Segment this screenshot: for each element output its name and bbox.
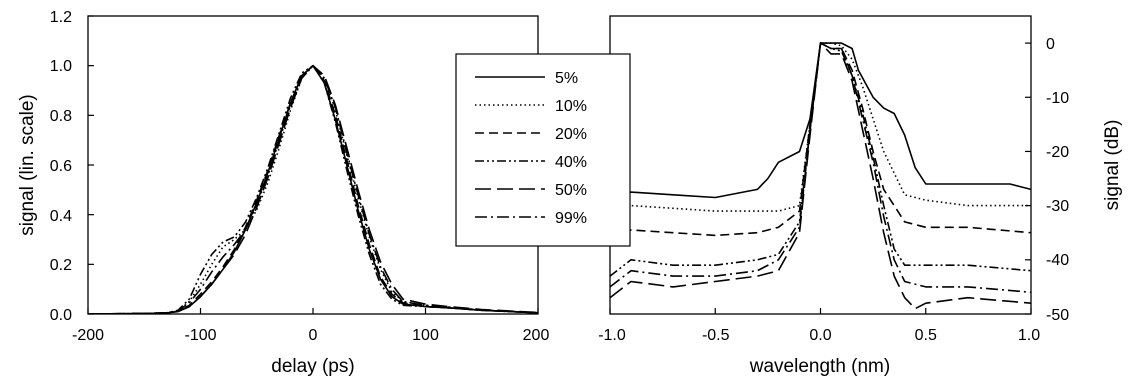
series-line-left-5 [88,64,538,314]
left-y-tick-label: 0.8 [50,108,72,125]
right-panel: -1.0 -0.5 0.0 0.5 1.0 0 -10 -20 -30 -40 … [598,15,1123,377]
left-x-tick-label: 0 [309,327,318,344]
left-y-tick-label: 1.2 [50,9,72,26]
right-y-axis-label: signal (dB) [1102,120,1123,211]
left-x-tick-label: -200 [72,327,104,344]
left-y-ticks: 0.0 0.2 0.4 0.6 0.8 1.0 1.2 [50,9,72,324]
left-x-tick-label: 200 [523,327,550,344]
right-x-tick-label: 0.5 [915,327,937,344]
left-y-axis-label: signal (lin. scale) [17,94,38,236]
left-y-tick-label: 0.0 [50,307,72,324]
legend-box [455,53,631,247]
right-plot-frame [609,15,1032,315]
series-line-right-1 [610,42,1031,201]
right-series-group [609,42,1032,315]
right-y-tick-label: -20 [1046,144,1069,161]
left-x-tick-label: 100 [412,327,439,344]
right-x-tick-label: 0.0 [809,327,831,344]
right-y-tick-label: 0 [1046,36,1055,53]
left-y-tick-label: 0.4 [50,208,72,225]
left-series-group [87,15,539,315]
left-y-tick-label: 0.6 [50,158,72,175]
right-y-tick-label: -50 [1046,307,1069,324]
series-line-right-2 [610,42,1031,212]
left-panel: -200 -100 0 100 200 0.0 0.2 0.4 0.6 0.8 … [17,9,549,377]
series-line-right-4 [610,42,1031,277]
legend-label: 50% [555,182,587,199]
legend: 5% 10% 20% 40% 50% 99% [455,53,631,247]
series-line-right-5 [610,42,1031,310]
right-x-tick-label: -0.5 [702,327,730,344]
right-y-tick-label: -40 [1046,252,1069,269]
left-y-tick-label: 1.0 [50,58,72,75]
legend-label: 40% [555,154,587,171]
legend-swatches [475,76,545,218]
series-line-right-6 [610,42,1031,294]
legend-label: 99% [555,210,587,227]
right-y-tick-label: -10 [1046,90,1069,107]
right-x-axis-label: wavelength (nm) [749,356,890,377]
right-x-ticks: -1.0 -0.5 0.0 0.5 1.0 [598,327,1040,344]
legend-label: 10% [555,98,587,115]
right-y-tick-label: -30 [1046,198,1069,215]
left-x-tick-label: -100 [184,327,216,344]
right-y-ticks: 0 -10 -20 -30 -40 -50 [1046,36,1069,324]
series-line-left-6 [88,64,538,314]
right-x-tick-label: -1.0 [598,327,626,344]
right-x-tick-label: 1.0 [1018,327,1040,344]
left-x-axis-label: delay (ps) [271,356,354,377]
left-x-ticks: -200 -100 0 100 200 [72,327,549,344]
legend-label: 20% [555,126,587,143]
legend-label: 5% [555,70,578,87]
series-line-left-1 [88,64,538,314]
left-y-tick-label: 0.2 [50,257,72,274]
